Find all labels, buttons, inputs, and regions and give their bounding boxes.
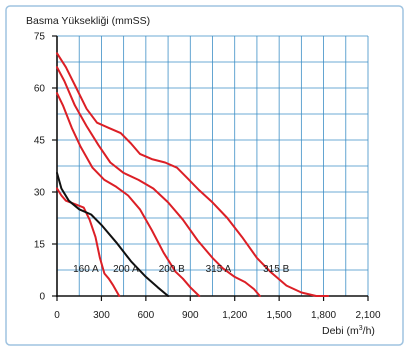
y-tick-label: 0 bbox=[39, 292, 45, 303]
x-tick-label: 300 bbox=[93, 310, 110, 321]
x-tick-label: 1,500 bbox=[267, 310, 292, 321]
x-tick-label: 0 bbox=[54, 310, 60, 321]
series-line-200-a bbox=[56, 171, 170, 297]
chart-frame bbox=[5, 5, 404, 346]
grid bbox=[56, 35, 369, 297]
x-tick-label: 2,100 bbox=[355, 310, 380, 321]
curve-label: 160 A bbox=[73, 264, 99, 275]
x-tick-label: 1,800 bbox=[311, 310, 336, 321]
curve-label: 200 A bbox=[113, 264, 139, 275]
y-tick-label: 30 bbox=[34, 188, 46, 199]
series-line-200-b bbox=[56, 92, 201, 297]
curve-label: 315 B bbox=[263, 264, 289, 275]
axes: 0 15 30 45 60 75 0 300 600 900 1,200 1,500 1,800 2,10… bbox=[34, 32, 381, 322]
x-axis-label: Debi (m3/h) bbox=[322, 325, 375, 337]
y-tick-label: 15 bbox=[34, 240, 46, 251]
y-tick-label: 60 bbox=[34, 84, 46, 95]
x-tick-label: 1,200 bbox=[222, 310, 247, 321]
series-group bbox=[56, 52, 329, 297]
series-line-315-b bbox=[56, 52, 329, 297]
curve-label: 315 A bbox=[206, 264, 232, 275]
x-tick-label: 600 bbox=[138, 310, 155, 321]
y-tick-label: 75 bbox=[34, 32, 46, 43]
series-line-315-a bbox=[56, 66, 261, 297]
annotation-group: 160 A 200 A 200 B 315 A 315 B bbox=[73, 264, 289, 275]
curve-label: 200 B bbox=[159, 264, 185, 275]
series-line-160-a bbox=[56, 187, 121, 297]
y-axis-label: Basma Yüksekliği (mmSS) bbox=[26, 15, 150, 27]
y-tick-label: 45 bbox=[34, 136, 46, 147]
x-tick-label: 900 bbox=[182, 310, 199, 321]
